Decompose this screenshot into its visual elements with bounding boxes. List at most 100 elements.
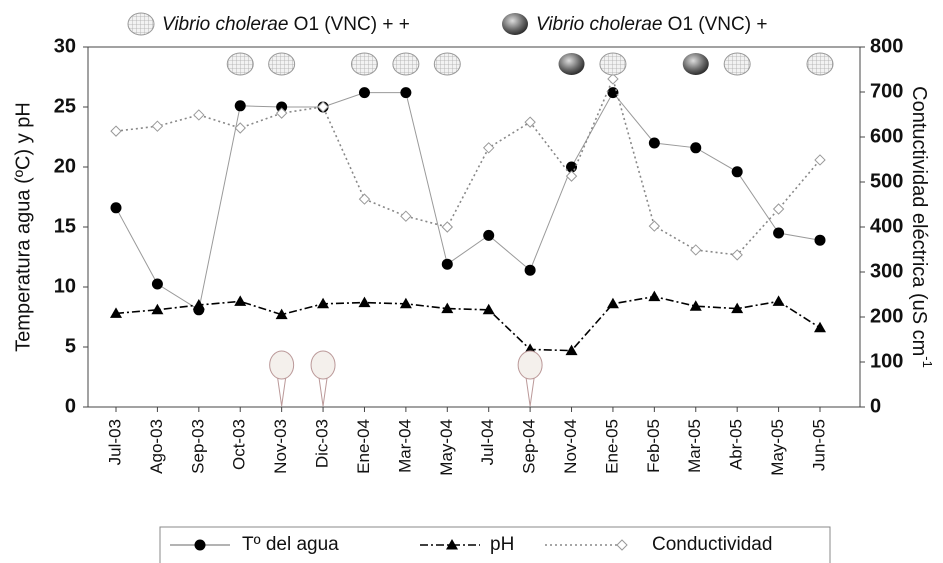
icon-vnc-pp	[433, 52, 461, 76]
icon-vnc-pp	[392, 52, 420, 76]
point	[275, 107, 288, 119]
x-tick-label: Jul-04	[478, 419, 497, 465]
point	[110, 125, 122, 137]
y2-tick-label: 200	[870, 305, 903, 327]
y-tick-label: 20	[54, 155, 76, 177]
point	[773, 227, 785, 239]
point	[565, 344, 578, 356]
point	[400, 87, 412, 99]
legend-label: Tº del agua	[242, 534, 339, 555]
point	[110, 202, 122, 214]
point	[234, 295, 247, 306]
y-tick-label: 30	[54, 35, 76, 57]
point	[151, 278, 163, 290]
x-tick-label: Jul-03	[105, 419, 124, 465]
point	[446, 539, 458, 550]
point	[607, 73, 619, 85]
series-line	[115, 295, 821, 352]
y2-tick-label: 500	[870, 170, 903, 192]
x-tick-label: Jun-05	[809, 419, 828, 471]
x-tick-label: Nov-03	[271, 419, 290, 474]
point	[192, 299, 205, 310]
point	[731, 302, 744, 314]
x-tick-label: Feb-05	[644, 419, 663, 473]
legend-box	[159, 526, 831, 563]
icon-organism-tail	[277, 377, 287, 407]
x-tick-label: Mar-04	[395, 419, 414, 473]
point	[772, 203, 785, 215]
point	[482, 303, 495, 315]
icon-vnc-pp	[226, 52, 254, 76]
legend-top-italic: Vibrio cholerae	[536, 14, 662, 35]
y-tick-label: 10	[54, 275, 76, 297]
legend-top-italic: Vibrio cholerae	[162, 14, 288, 35]
point	[400, 210, 412, 222]
x-tick-label: Sep-04	[520, 419, 539, 474]
x-tick-label: Ene-05	[602, 419, 621, 474]
point	[648, 220, 661, 232]
point	[524, 116, 536, 128]
series-line	[115, 91, 821, 311]
icon-vnc-pp	[127, 12, 155, 36]
point	[193, 109, 205, 121]
point	[317, 297, 330, 309]
point	[616, 539, 628, 551]
x-tick-label: Sep-03	[188, 419, 207, 474]
point	[814, 154, 826, 166]
point	[690, 142, 702, 154]
icon-organism-tail	[318, 377, 328, 407]
x-tick-label: Ene-04	[354, 419, 373, 474]
x-tick-label: Ago-03	[147, 419, 166, 474]
y2-tick-label: 400	[870, 215, 903, 237]
point	[524, 264, 536, 276]
point	[731, 249, 743, 261]
icon-vnc-pp	[806, 52, 834, 76]
point	[648, 290, 661, 302]
point	[772, 295, 785, 306]
icon-vnc-pp	[599, 52, 627, 76]
point	[690, 244, 702, 256]
x-tick-label: Abr-05	[727, 419, 746, 470]
icon-organism	[269, 350, 295, 380]
y-axis-label: Temperatura agua (ºC) y pH	[12, 102, 34, 352]
point	[110, 307, 122, 318]
legend-label: pH	[490, 534, 514, 555]
point	[814, 321, 826, 333]
point	[275, 308, 288, 320]
y2-tick-label: 800	[870, 35, 903, 57]
point	[441, 302, 454, 314]
y-tick-label: 15	[54, 215, 76, 237]
y-tick-label: 25	[54, 95, 76, 117]
y-tick-label: 5	[65, 335, 76, 357]
point	[814, 234, 826, 246]
icon-vnc-pp	[350, 52, 378, 76]
series-line	[115, 76, 821, 256]
icon-vnc-pp	[268, 52, 296, 76]
legend-label: Conductividad	[652, 534, 772, 555]
point	[441, 221, 454, 233]
legend-top-label: Vibrio cholerae O1 (VNC) +	[536, 14, 767, 35]
point	[358, 193, 371, 205]
y2-tick-label: 100	[870, 350, 903, 372]
point	[399, 297, 412, 309]
point	[358, 87, 370, 99]
icon-vnc-pp	[723, 52, 751, 76]
legend-top-rest: O1 (VNC) +	[662, 14, 767, 35]
legend-top-label: Vibrio cholerae O1 (VNC) + +	[162, 14, 410, 35]
x-tick-label: Dic-03	[313, 419, 332, 468]
point	[483, 229, 495, 241]
point	[234, 100, 246, 112]
y2-axis-label: Contuctividad eléctrica (uS cm-1	[908, 86, 935, 368]
x-tick-label: Nov-04	[561, 419, 580, 474]
point	[441, 258, 453, 270]
x-tick-label: Mar-05	[685, 419, 704, 473]
y2-axis-label-main: Contuctividad eléctrica (uS cm	[908, 86, 930, 356]
point	[151, 120, 164, 132]
y2-axis-label-sup: -1	[920, 356, 935, 368]
icon-vnc-p	[502, 13, 528, 35]
icon-organism	[310, 350, 336, 380]
point	[358, 296, 371, 308]
point	[648, 137, 660, 149]
legend-top-rest: O1 (VNC) + +	[288, 14, 409, 35]
x-tick-label: May-04	[437, 419, 456, 476]
